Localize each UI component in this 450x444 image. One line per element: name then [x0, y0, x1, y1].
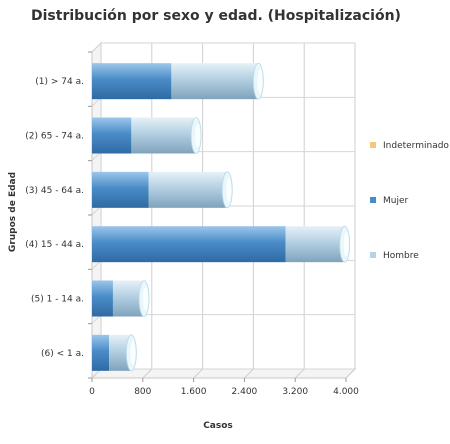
- bar-mujer-5[interactable]: [92, 280, 113, 317]
- bar-mujer-1[interactable]: [92, 63, 172, 100]
- bar-hombre-4[interactable]: [285, 226, 345, 263]
- y-category-label: (2) 65 - 74 a.: [25, 132, 84, 142]
- bar-hombre-2[interactable]: [131, 117, 197, 154]
- x-tick-label: 3.200: [282, 387, 308, 397]
- x-tick-label: 4.000: [333, 387, 359, 397]
- legend-swatch-hombre: [370, 252, 376, 258]
- bar-end-highlight: [343, 232, 349, 257]
- legend-swatch-mujer: [370, 197, 376, 203]
- x-axis-ticks: 0 800 1.600 2.400 3.200 4.000: [89, 378, 359, 397]
- x-axis-title: Casos: [203, 421, 233, 431]
- y-category-label: (1) > 74 a.: [35, 77, 84, 87]
- bar-mujer-2[interactable]: [92, 117, 132, 154]
- x-tick-label: 800: [134, 387, 151, 397]
- bar-end-highlight: [226, 177, 232, 202]
- legend-label-mujer[interactable]: Mujer: [383, 196, 409, 206]
- y-category-label: (3) 45 - 64 a.: [25, 186, 84, 196]
- legend-label-hombre[interactable]: Hombre: [383, 251, 419, 261]
- bar-hombre-3[interactable]: [148, 171, 228, 208]
- y-category-label: (4) 15 - 44 a.: [25, 240, 84, 250]
- y-axis-title: Grupos de Edad: [8, 172, 18, 252]
- bar-mujer-3[interactable]: [92, 171, 149, 208]
- y-category-label: (6) < 1 a.: [41, 349, 84, 359]
- x-tick-label: 0: [89, 387, 95, 397]
- bar-end-highlight: [257, 69, 263, 94]
- bar-end-highlight: [195, 123, 201, 148]
- bar-hombre-1[interactable]: [171, 63, 259, 100]
- bar-end-highlight: [130, 340, 136, 365]
- bar-mujer-6[interactable]: [92, 334, 110, 371]
- bar-end-highlight: [143, 286, 149, 311]
- legend-swatch-indeterminado: [370, 142, 376, 148]
- y-axis-category-labels: (1) > 74 a. (2) 65 - 74 a. (3) 45 - 64 a. (…: [25, 77, 84, 359]
- legend-label-indeterminado[interactable]: Indeterminado: [383, 141, 449, 151]
- x-tick-label: 1.600: [181, 387, 207, 397]
- bars: [92, 62, 351, 372]
- chart-title: Distribución por sexo y edad. (Hospitali…: [31, 8, 401, 24]
- legend: Indeterminado Mujer Hombre: [370, 141, 449, 261]
- y-category-label: (5) 1 - 14 a.: [31, 295, 84, 305]
- bar-hombre-6[interactable]: [109, 334, 132, 371]
- bar-mujer-4[interactable]: [92, 226, 286, 263]
- x-tick-label: 2.400: [232, 387, 258, 397]
